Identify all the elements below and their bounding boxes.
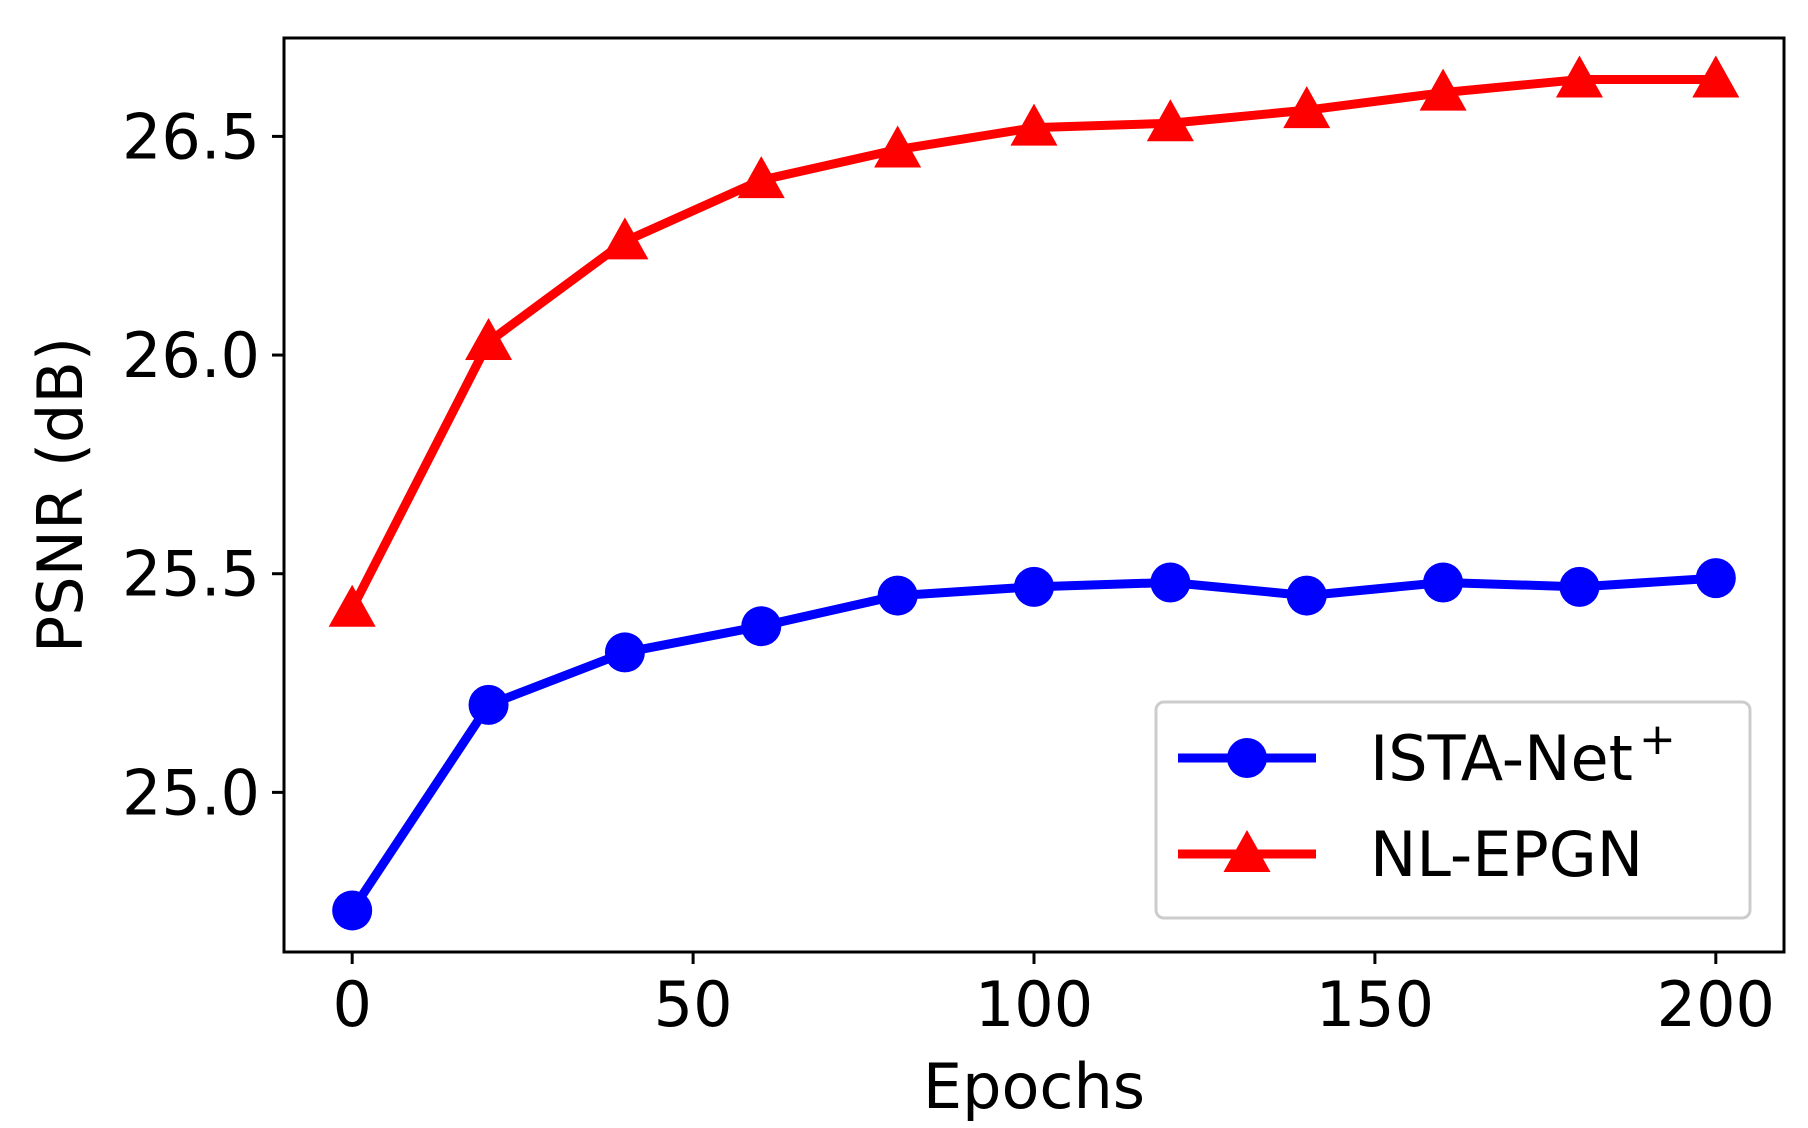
legend-entry: ISTA-Net + [1178, 714, 1676, 795]
data-point [1286, 575, 1327, 616]
legend-marker [1223, 830, 1271, 872]
y-axis-label: PSNR (dB) [24, 337, 97, 653]
data-point [741, 606, 782, 647]
series-layer [328, 55, 1740, 931]
data-point [1010, 103, 1058, 146]
legend-label: NL-EPGN [1370, 818, 1643, 891]
y-tick-label: 26.5 [122, 100, 260, 173]
data-point [1555, 55, 1603, 98]
data-point [874, 125, 922, 168]
x-tick-label: 0 [332, 968, 371, 1041]
data-point [1559, 566, 1600, 607]
legend-entries: ISTA-Net + NL-EPGN [1178, 714, 1676, 891]
data-point [1146, 99, 1194, 142]
data-point [737, 156, 785, 199]
series-nl-epgn [328, 55, 1740, 627]
legend-marker [1227, 738, 1267, 778]
data-point [1692, 55, 1740, 98]
y-tick-label: 25.0 [122, 756, 260, 829]
x-tick-label: 200 [1657, 968, 1775, 1041]
data-point [332, 890, 373, 931]
data-point [1695, 558, 1736, 599]
data-point [1283, 86, 1331, 129]
data-point [877, 575, 918, 616]
data-point [465, 317, 513, 360]
data-point [468, 684, 509, 725]
data-point [1014, 566, 1054, 607]
data-point [601, 217, 649, 260]
data-point [604, 632, 645, 673]
x-tick-label: 100 [975, 968, 1093, 1041]
y-axis: 25.0 25.5 26.0 26.5 [122, 100, 284, 829]
y-tick-label: 25.5 [122, 538, 260, 611]
y-tick-label: 26.0 [122, 319, 260, 392]
legend: ISTA-Net + NL-EPGN [1154, 700, 1752, 920]
x-axis-label: Epochs [923, 1050, 1145, 1123]
x-tick-label: 50 [654, 968, 733, 1041]
data-point [328, 584, 376, 627]
data-point [1150, 562, 1191, 603]
data-point [1419, 68, 1467, 111]
data-point [1423, 562, 1464, 603]
legend-label: ISTA-Net + [1370, 714, 1676, 795]
x-tick-label: 150 [1316, 968, 1434, 1041]
series-ista-net-plus [332, 558, 1736, 931]
x-axis: 0 50 100 150 200 [332, 952, 1775, 1041]
legend-entry: NL-EPGN [1178, 818, 1643, 891]
